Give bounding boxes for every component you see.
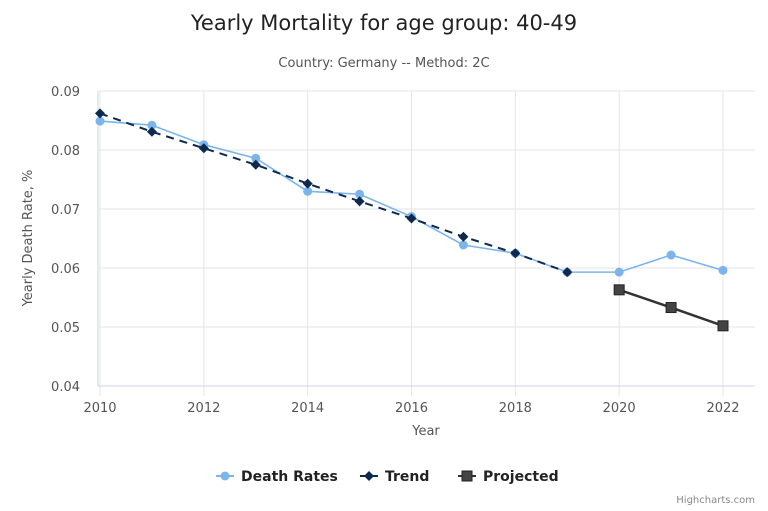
y-tick-label: 0.05 (51, 321, 80, 336)
y-tick-label: 0.09 (51, 85, 80, 100)
legend-item-death-rates[interactable]: Death Rates (216, 469, 338, 485)
y-axis-title: Yearly Death Rate, % (21, 170, 36, 308)
legend-square-icon (461, 470, 473, 482)
x-tick-label: 2012 (187, 401, 220, 416)
series-projected (613, 284, 729, 332)
legend-label: Death Rates (241, 469, 338, 485)
data-point-square[interactable] (613, 284, 625, 296)
x-tick-label: 2016 (395, 401, 428, 416)
legend-diamond-icon (364, 471, 374, 481)
series-line (99, 112, 568, 274)
legend: Death Rates Trend Projected (216, 469, 559, 485)
data-point-circle[interactable] (251, 153, 261, 163)
data-point-circle[interactable] (303, 186, 313, 196)
x-tick-label: 2018 (499, 401, 532, 416)
y-tick-label: 0.04 (51, 380, 80, 395)
credits-link[interactable]: Highcharts.com (676, 495, 755, 506)
series (95, 108, 729, 332)
legend-circle-icon (220, 471, 230, 481)
data-point-circle[interactable] (355, 189, 365, 199)
y-tick-label: 0.06 (51, 262, 80, 277)
y-tick-label: 0.07 (51, 203, 80, 218)
data-point-square[interactable] (717, 320, 729, 332)
legend-item-trend[interactable]: Trend (360, 469, 429, 485)
axes: 0.04 0.05 0.06 0.07 0.08 0.09 2010 2012 2014 2016… (51, 85, 755, 416)
x-tick-label: 2014 (291, 401, 324, 416)
data-point-diamond[interactable] (510, 248, 521, 259)
x-tick-label: 2020 (603, 401, 636, 416)
data-point-diamond[interactable] (95, 108, 105, 119)
chart-subtitle: Country: Germany -- Method: 2C (278, 56, 489, 71)
y-tick-label: 0.08 (51, 144, 80, 159)
data-point-diamond[interactable] (406, 213, 417, 224)
x-axis-title: Year (411, 424, 440, 439)
legend-label: Projected (483, 469, 559, 485)
data-point-circle[interactable] (614, 267, 624, 277)
data-point-diamond[interactable] (146, 126, 157, 137)
data-point-diamond[interactable] (562, 267, 573, 278)
data-point-circle[interactable] (147, 120, 157, 130)
data-point-square[interactable] (665, 302, 677, 314)
data-point-diamond[interactable] (354, 196, 365, 207)
x-tick-label: 2010 (83, 401, 116, 416)
data-point-diamond[interactable] (302, 178, 313, 189)
data-point-diamond[interactable] (250, 159, 261, 170)
data-point-circle[interactable] (458, 240, 468, 250)
data-point-diamond[interactable] (458, 231, 469, 242)
data-point-circle[interactable] (95, 116, 105, 126)
x-tick-label: 2022 (706, 401, 739, 416)
data-point-circle[interactable] (718, 265, 728, 275)
series-trend (95, 108, 573, 278)
data-point-diamond[interactable] (198, 143, 209, 154)
legend-item-projected[interactable]: Projected (458, 469, 559, 485)
grid (99, 90, 755, 396)
legend-label: Trend (385, 469, 429, 485)
chart-title: Yearly Mortality for age group: 40-49 (190, 11, 577, 35)
data-point-circle[interactable] (666, 250, 676, 260)
